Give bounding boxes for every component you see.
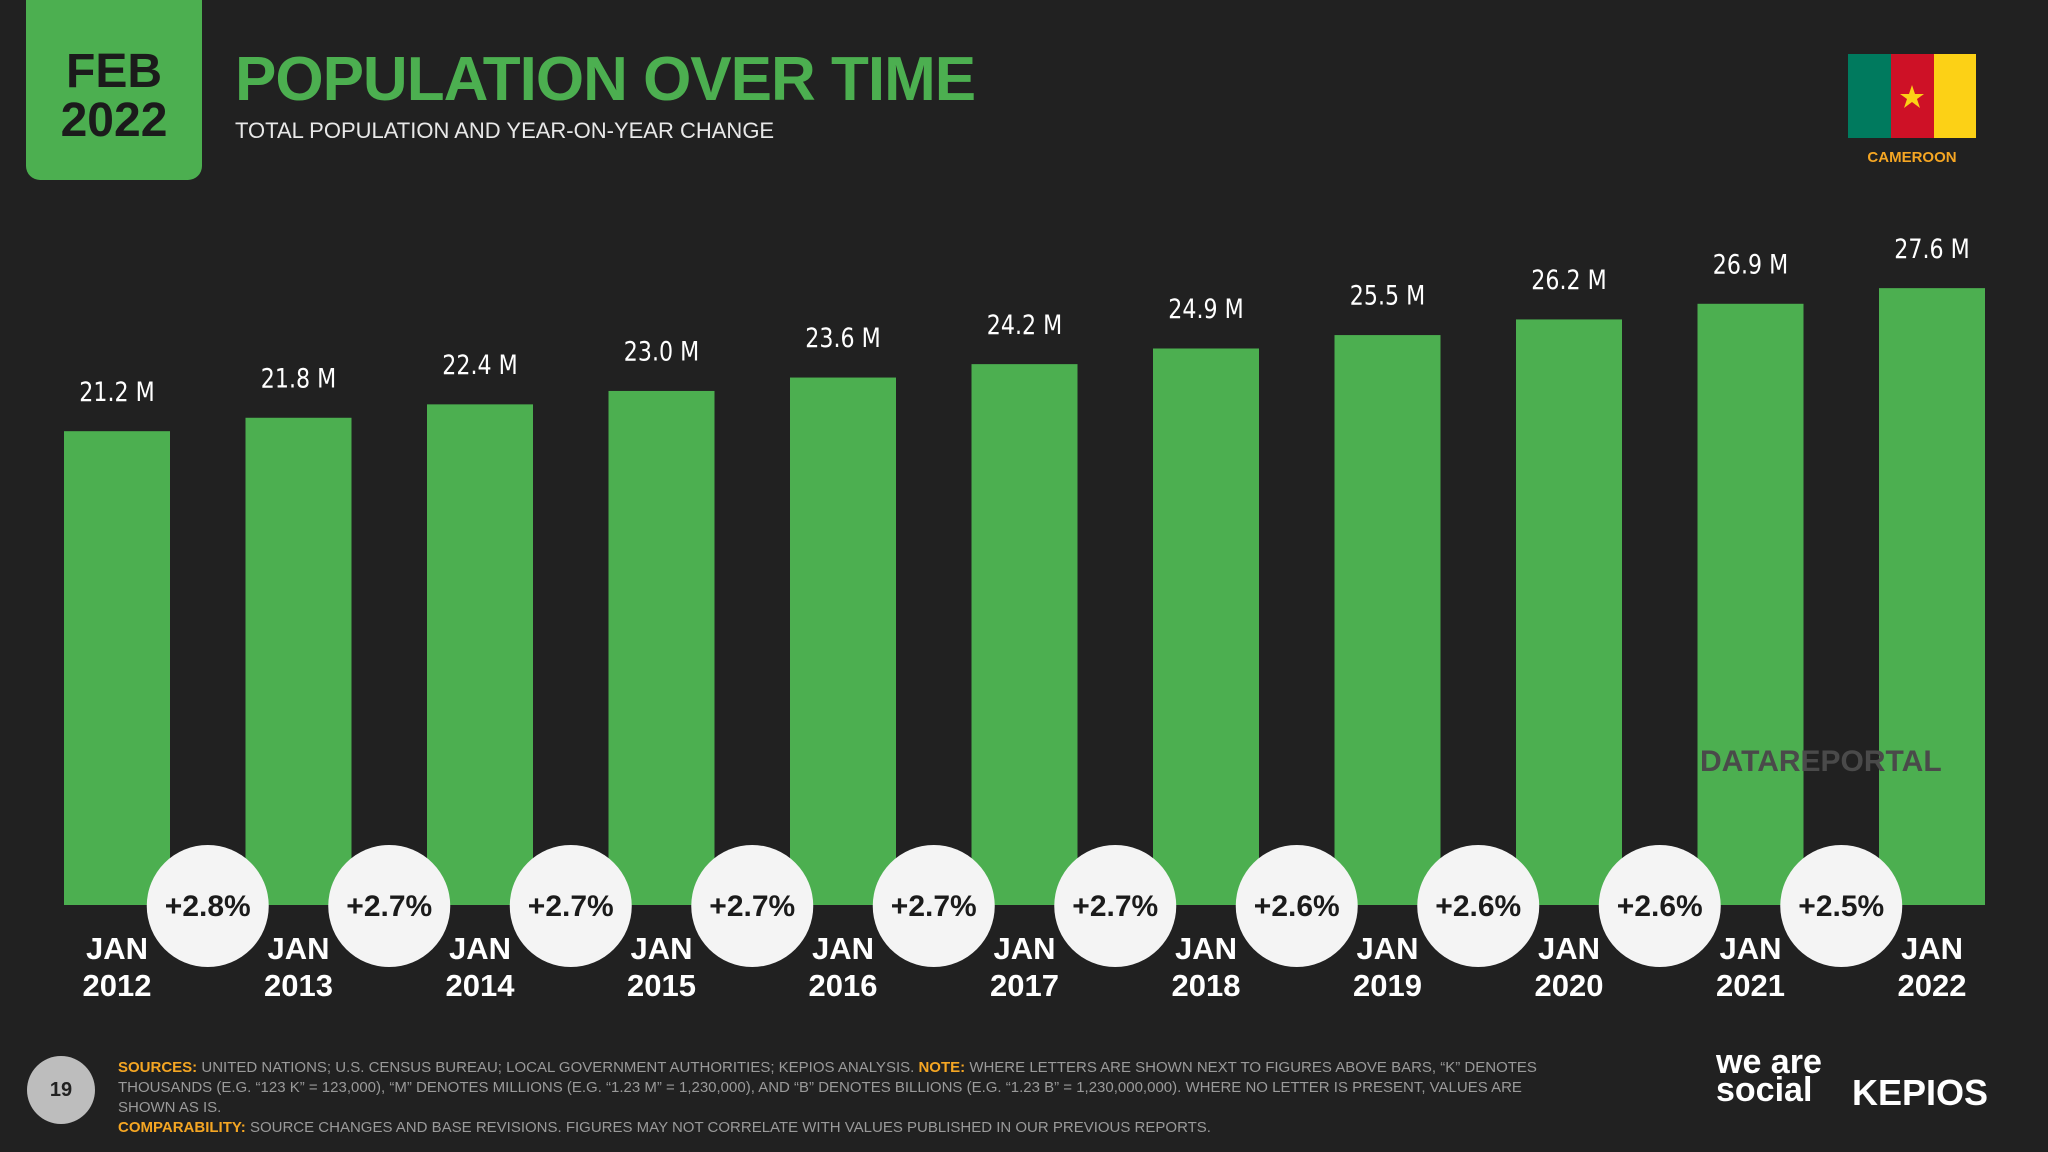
value-label: 26.2 M	[1531, 264, 1606, 296]
x-tick-label: JAN 2019	[1353, 931, 1422, 1003]
label: SOURCES:	[118, 1059, 198, 1076]
comparability: COMPARABILITY: SOURCE CHANGES AND BASE R…	[118, 1118, 1578, 1138]
text: WHERE LETTERS ARE SHOWN NEXT TO FIGURES …	[118, 1059, 1537, 1116]
value-label: 27.6 M	[1894, 233, 1969, 265]
x-tick-label: JAN 2017	[990, 931, 1059, 1003]
bar	[1697, 303, 1804, 905]
change-badge	[146, 845, 269, 967]
brand-logo: KEPIOS	[1852, 1072, 1989, 1113]
change-badge	[1417, 845, 1540, 967]
change-badge	[1598, 845, 1721, 967]
bar	[1879, 288, 1985, 905]
badge-year: 2022	[60, 94, 168, 147]
change-label: +2.5%	[1798, 890, 1884, 923]
value-label: 23.6 M	[805, 322, 880, 354]
brand-logo: we are social	[1716, 1043, 1822, 1109]
change-label: +2.7%	[709, 890, 795, 923]
bar	[971, 364, 1078, 905]
x-tick-label: JAN 2018	[1171, 931, 1241, 1003]
x-tick-label: JAN 2014	[445, 931, 515, 1003]
date-badge: FEB 2022	[26, 0, 202, 180]
change-label: +2.7%	[1072, 890, 1158, 923]
country-label: CAMEROON	[1867, 149, 1957, 166]
value-label: 24.9 M	[1168, 293, 1243, 325]
subtitle: TOTAL POPULATION AND YEAR-ON-YEAR CHANGE	[235, 118, 775, 143]
value-label: 24.2 M	[987, 309, 1062, 341]
value-label: 21.2 M	[79, 376, 154, 408]
bar	[64, 431, 170, 905]
change-badge	[1235, 845, 1358, 967]
x-tick-label: JAN 2021	[1716, 931, 1785, 1003]
bar	[790, 377, 896, 905]
x-tick-label: JAN 2013	[264, 931, 333, 1003]
change-label: +2.7%	[346, 890, 432, 923]
title: POPULATION OVER TIME	[235, 45, 976, 114]
change-badge	[1780, 845, 1903, 967]
change-label: +2.6%	[1254, 890, 1340, 923]
change-label: +2.8%	[165, 890, 251, 923]
value-label: 26.9 M	[1713, 248, 1788, 280]
change-badge	[872, 845, 995, 967]
bar	[1153, 348, 1259, 905]
value-label: 21.8 M	[261, 362, 336, 394]
change-label: +2.7%	[528, 890, 614, 923]
value-label: 23.0 M	[624, 335, 699, 367]
change-badge	[509, 845, 632, 967]
change-label: +2.6%	[1617, 890, 1703, 923]
change-badge	[1054, 845, 1177, 967]
footnote: SOURCES: UNITED NATIONS; U.S. CENSUS BUR…	[118, 1058, 1578, 1138]
page-number: 19	[27, 1056, 95, 1124]
bar	[245, 417, 352, 905]
change-label: +2.7%	[891, 890, 977, 923]
watermark: DATAREPORTAL	[1700, 745, 1942, 778]
bar	[427, 404, 533, 905]
change-badge	[328, 845, 451, 967]
text: SOURCE CHANGES AND BASE REVISIONS. FIGUR…	[249, 1119, 1211, 1136]
flag	[1848, 54, 1976, 138]
x-tick-label: JAN 2020	[1534, 931, 1604, 1003]
bar	[1334, 335, 1441, 905]
badge-month: FEB	[66, 45, 162, 98]
change-label: +2.6%	[1435, 890, 1521, 923]
text: UNITED NATIONS; U.S. CENSUS BUREAU; LOCA…	[201, 1059, 915, 1076]
x-tick-label: JAN 2016	[808, 931, 878, 1003]
value-label: 22.4 M	[442, 349, 517, 381]
sources-note: SOURCES: UNITED NATIONS; U.S. CENSUS BUR…	[118, 1058, 1578, 1118]
x-tick-label: JAN 2015	[627, 931, 696, 1003]
value-label: 25.5 M	[1350, 280, 1425, 312]
label: NOTE:	[918, 1059, 966, 1076]
change-badge	[691, 845, 814, 967]
x-tick-label: JAN 2012	[82, 931, 152, 1003]
bar	[608, 390, 715, 905]
x-tick-label: JAN 2022	[1897, 931, 1967, 1003]
bar	[1516, 319, 1622, 905]
label: COMPARABILITY:	[118, 1119, 246, 1136]
